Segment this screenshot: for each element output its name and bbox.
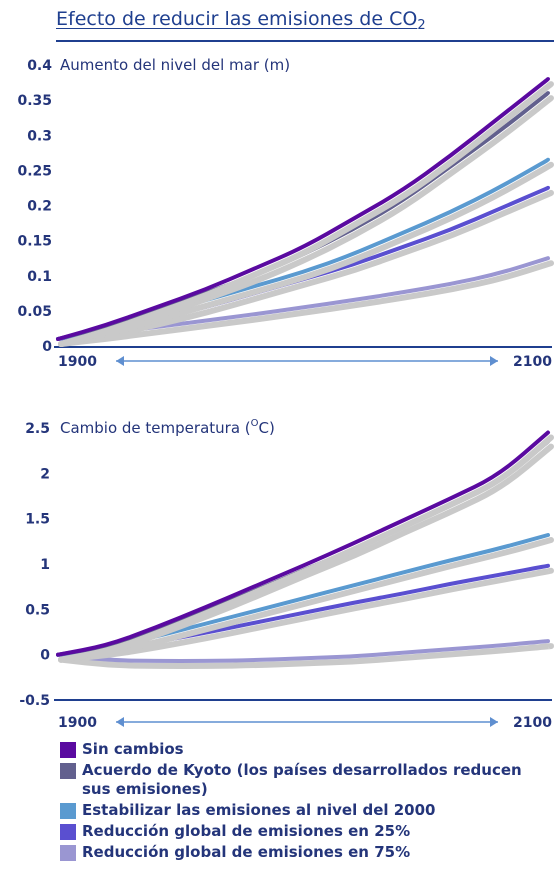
legend-swatch-sin_cambios: [60, 742, 76, 758]
time-arrow-right-head: [490, 717, 498, 727]
y-tick-label: -0.5: [19, 693, 50, 709]
y-tick-label: 0.15: [17, 234, 52, 250]
x-start-label: 1900: [58, 715, 97, 731]
y-tick-label: 0.2: [27, 199, 52, 215]
legend: Sin cambios Acuerdo de Kyoto (los países …: [60, 740, 550, 864]
legend-label: Reducción global de emisiones en 75%: [82, 843, 411, 861]
legend-swatch-kyoto: [60, 763, 76, 779]
legend-item-reduccion25: Reducción global de emisiones en 25%: [60, 822, 550, 841]
legend-item-kyoto: Acuerdo de Kyoto (los países desarrollad…: [60, 761, 550, 799]
legend-label: Acuerdo de Kyoto (los países desarrollad…: [82, 761, 522, 798]
series-line-reduccion75: [56, 639, 550, 664]
main-title-subscript: 2: [417, 18, 426, 33]
series-shadow-reduccion25: [58, 189, 554, 347]
y-tick-label: 0.3: [27, 128, 52, 144]
y-tick-label: 2: [40, 466, 50, 482]
series-line-sin_cambios: [56, 430, 550, 657]
legend-swatch-reduccion25: [60, 824, 76, 840]
series-shadow-sin_cambios: [58, 434, 554, 663]
legend-item-reduccion75: Reducción global de emisiones en 75%: [60, 843, 550, 862]
time-arrow-right-head: [490, 356, 498, 366]
y-tick-label: 0.5: [25, 602, 50, 618]
chart-title-end: C): [259, 419, 275, 437]
legend-swatch-estabilizar: [60, 803, 76, 819]
legend-swatch-reduccion75: [60, 845, 76, 861]
y-tick-label: 0.4: [27, 58, 52, 74]
y-tick-label: 0.35: [17, 93, 52, 109]
time-arrow-left-head: [116, 717, 124, 727]
time-arrow-left-head: [116, 356, 124, 366]
legend-label: Reducción global de emisiones en 25%: [82, 822, 411, 840]
chart-main-title: Efecto de reducir las emisiones de CO2: [56, 8, 426, 33]
series-shadow-reduccion75: [58, 260, 554, 347]
x-start-label: 1900: [58, 354, 97, 370]
x-end-label: 2100: [513, 715, 552, 731]
main-title-text: Efecto de reducir las emisiones de CO: [56, 8, 418, 30]
y-tick-label: 1.5: [25, 512, 50, 528]
temperature-chart: -0.5 0 0.5 1 1.5 2 2.5 Cambio de temperatura (O…: [19, 418, 554, 731]
series-shadow-reduccion25: [58, 567, 554, 663]
series-shadow-estabilizar: [58, 537, 554, 663]
legend-label: Sin cambios: [82, 740, 184, 758]
series-line-kyoto: [56, 91, 550, 341]
y-tick-label: 2.5: [25, 421, 50, 437]
y-tick-label: 0.05: [17, 304, 52, 320]
title-bar: Efecto de reducir las emisiones de CO2: [56, 6, 554, 42]
chart-title-text: Cambio de temperatura (: [60, 419, 251, 437]
series-line-kyoto: [56, 439, 550, 657]
series-shadow-sin_cambios: [58, 81, 554, 347]
y-tick-label: 0.25: [17, 163, 52, 179]
y-tick-label: 0: [40, 648, 50, 664]
series-line-sin_cambios: [56, 77, 550, 341]
legend-item-sin_cambios: Sin cambios: [60, 740, 550, 759]
y-tick-label: 0.1: [27, 269, 52, 285]
legend-label: Estabilizar las emisiones al nivel del 2…: [82, 801, 436, 819]
chart-title-text: Aumento del nivel del mar (m): [60, 56, 290, 74]
chart-title-superscript: O: [251, 418, 259, 429]
y-tick-label: 0: [42, 339, 52, 355]
legend-item-estabilizar: Estabilizar las emisiones al nivel del 2…: [60, 801, 550, 820]
sea-level-chart: 0 0.05 0.1 0.15 0.2 0.25 0.3 0.35 0.4 Aumento del…: [17, 56, 554, 370]
y-tick-label: 1: [40, 557, 50, 573]
series-shadow-reduccion75: [58, 643, 554, 670]
chart-title: Cambio de temperatura (OC): [60, 418, 275, 437]
chart-title: Aumento del nivel del mar (m): [60, 56, 290, 74]
x-end-label: 2100: [513, 354, 552, 370]
